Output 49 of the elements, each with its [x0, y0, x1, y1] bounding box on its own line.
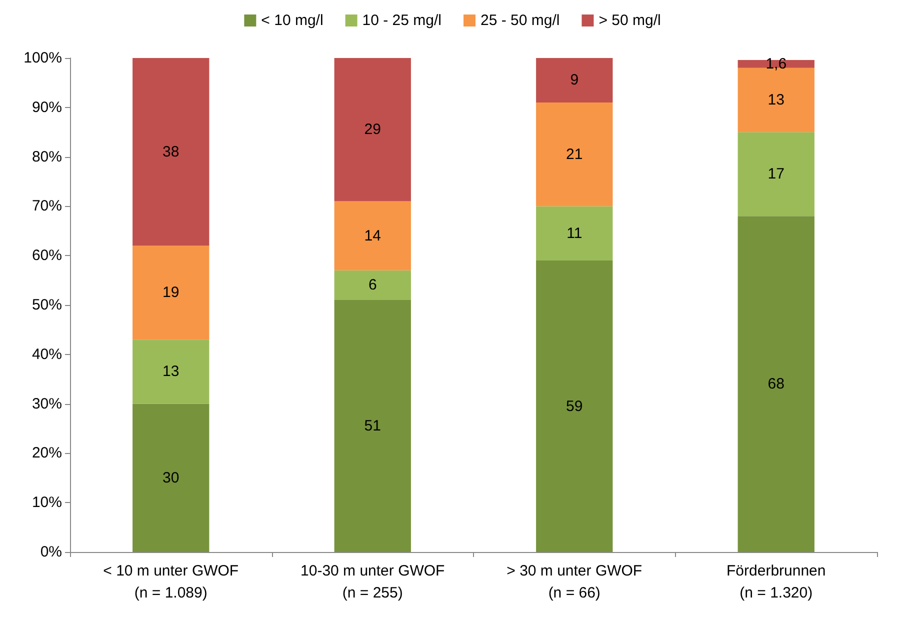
- bar: [536, 206, 613, 261]
- bar: [334, 201, 411, 270]
- y-tick-label: 90%: [32, 98, 62, 116]
- x-tick-label: > 30 m unter GWOF (n = 66): [506, 562, 642, 602]
- bar: [132, 58, 210, 246]
- bar: [536, 102, 613, 206]
- data-label: 51: [364, 418, 381, 435]
- y-tick-label: 30%: [32, 395, 62, 412]
- bar: [132, 404, 210, 552]
- bar: [334, 58, 411, 202]
- bar: [334, 270, 411, 300]
- data-label: 68: [768, 376, 784, 393]
- x-tick-label: 10-30 m unter GWOF (n = 255): [300, 562, 445, 602]
- legend-label: 25 - 50 mg/l: [480, 12, 560, 29]
- data-label: 59: [566, 398, 583, 415]
- data-label: 1,6: [766, 55, 787, 72]
- data-label: 38: [162, 143, 180, 160]
- bar: [536, 260, 613, 552]
- legend-label: > 50 mg/l: [598, 12, 661, 29]
- data-label: 29: [364, 121, 381, 138]
- y-tick-label: 20%: [32, 444, 62, 462]
- bar: [738, 216, 814, 552]
- data-label: 17: [768, 166, 784, 183]
- data-label: 11: [566, 224, 582, 242]
- bar: [334, 300, 411, 552]
- bar: [132, 340, 210, 404]
- y-tick-label: 50%: [32, 296, 62, 314]
- data-label: 30: [162, 469, 180, 486]
- data-label: 19: [162, 284, 180, 302]
- data-label: 13: [162, 363, 180, 380]
- y-tick-label: 80%: [32, 148, 62, 166]
- y-tick-label: 0%: [40, 544, 62, 560]
- data-label: 14: [364, 227, 381, 244]
- bar: [132, 246, 210, 340]
- x-tick-label: Förderbrunnen (n = 1.320): [726, 562, 826, 602]
- y-tick-label: 10%: [32, 494, 62, 512]
- data-label: 9: [570, 72, 579, 89]
- x-tick-label: < 10 m unter GWOF (n = 1.089): [103, 562, 239, 602]
- data-label: 13: [768, 91, 784, 108]
- bar: [536, 58, 613, 102]
- data-label: 6: [368, 276, 377, 294]
- y-tick-label: 70%: [32, 198, 62, 215]
- legend-label: < 10 mg/l: [261, 12, 324, 29]
- data-label: 21: [566, 146, 583, 163]
- y-tick-label: 100%: [24, 50, 62, 66]
- bar: [738, 132, 814, 216]
- legend-label: 10 - 25 mg/l: [362, 12, 442, 29]
- y-tick-label: 60%: [32, 247, 62, 264]
- y-tick-label: 40%: [32, 346, 62, 363]
